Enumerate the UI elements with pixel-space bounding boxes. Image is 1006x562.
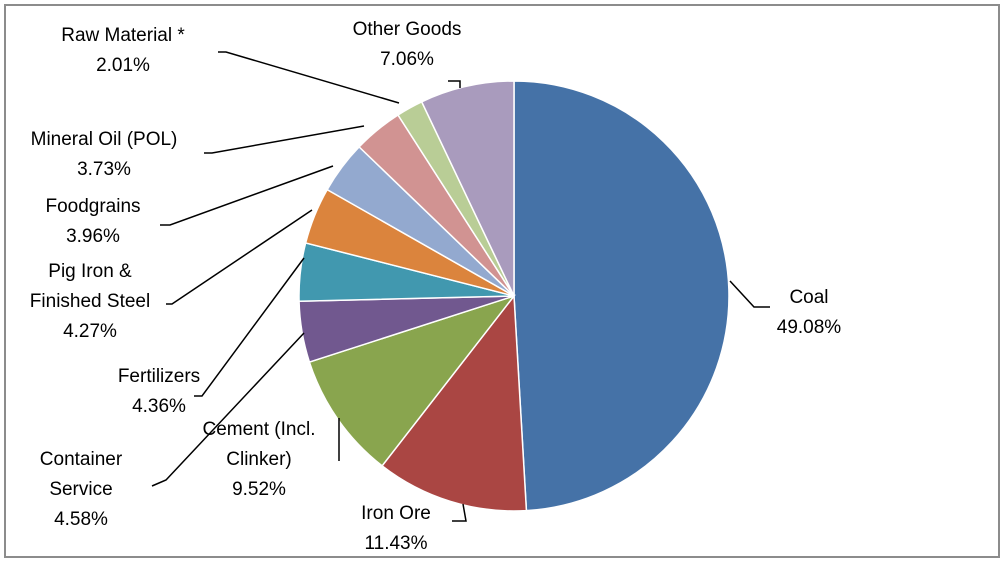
pie-slice-10 [420,80,515,297]
value-label-10: 7.06% [380,49,434,70]
value-label-7: 3.96% [66,226,120,247]
category-label-3-line-2: Clinker) [226,449,291,470]
category-label-9-line-1: Raw Material * [61,25,185,46]
value-label-1: 49.08% [777,317,842,338]
leader-line-1 [729,280,770,308]
chart-frame: Coal 49.08% Iron Ore 11.43% Cement (Incl. Cli… [4,4,1000,558]
category-label-6-line-1: Pig Iron & [48,261,132,282]
category-label-10-line-1: Other Goods [353,19,462,40]
leader-line-10 [448,80,461,88]
leader-line-9 [218,51,400,104]
value-label-5: 4.36% [132,396,186,417]
pie-slice-1 [513,80,730,512]
leader-line-5 [194,257,305,397]
category-label-8-line-1: Mineral Oil (POL) [31,129,178,150]
leader-lines [151,51,770,522]
category-label-6-line-2: Finished Steel [30,291,150,312]
value-label-2: 11.43% [364,533,427,554]
value-label-4: 4.58% [54,509,108,530]
leader-line-4 [151,332,305,487]
category-label-4-line-1: Container [40,449,123,470]
value-label-6: 4.27% [63,321,117,342]
leader-line-6 [166,209,313,305]
value-label-3: 9.52% [232,479,286,500]
value-label-8: 3.73% [77,159,131,180]
pie-slice-3 [308,294,517,467]
category-label-2-line-1: Iron Ore [361,503,431,524]
category-label-5-line-1: Fertilizers [118,366,200,387]
data-labels: Coal 49.08% Iron Ore 11.43% Cement (Incl. Cli… [30,19,842,554]
pie-slice-2 [381,293,528,512]
category-label-3-line-1: Cement (Incl. [203,419,316,440]
category-label-7-line-1: Foodgrains [45,196,140,217]
leader-line-2 [452,503,467,522]
category-label-1-line-1: Coal [789,287,828,308]
leader-line-7 [160,165,334,226]
pie-slices [298,80,730,512]
pie-chart: Coal 49.08% Iron Ore 11.43% Cement (Incl. Cli… [30,19,842,554]
value-label-9: 2.01% [96,55,150,76]
category-label-4-line-2: Service [49,479,112,500]
leader-line-8 [204,125,365,154]
